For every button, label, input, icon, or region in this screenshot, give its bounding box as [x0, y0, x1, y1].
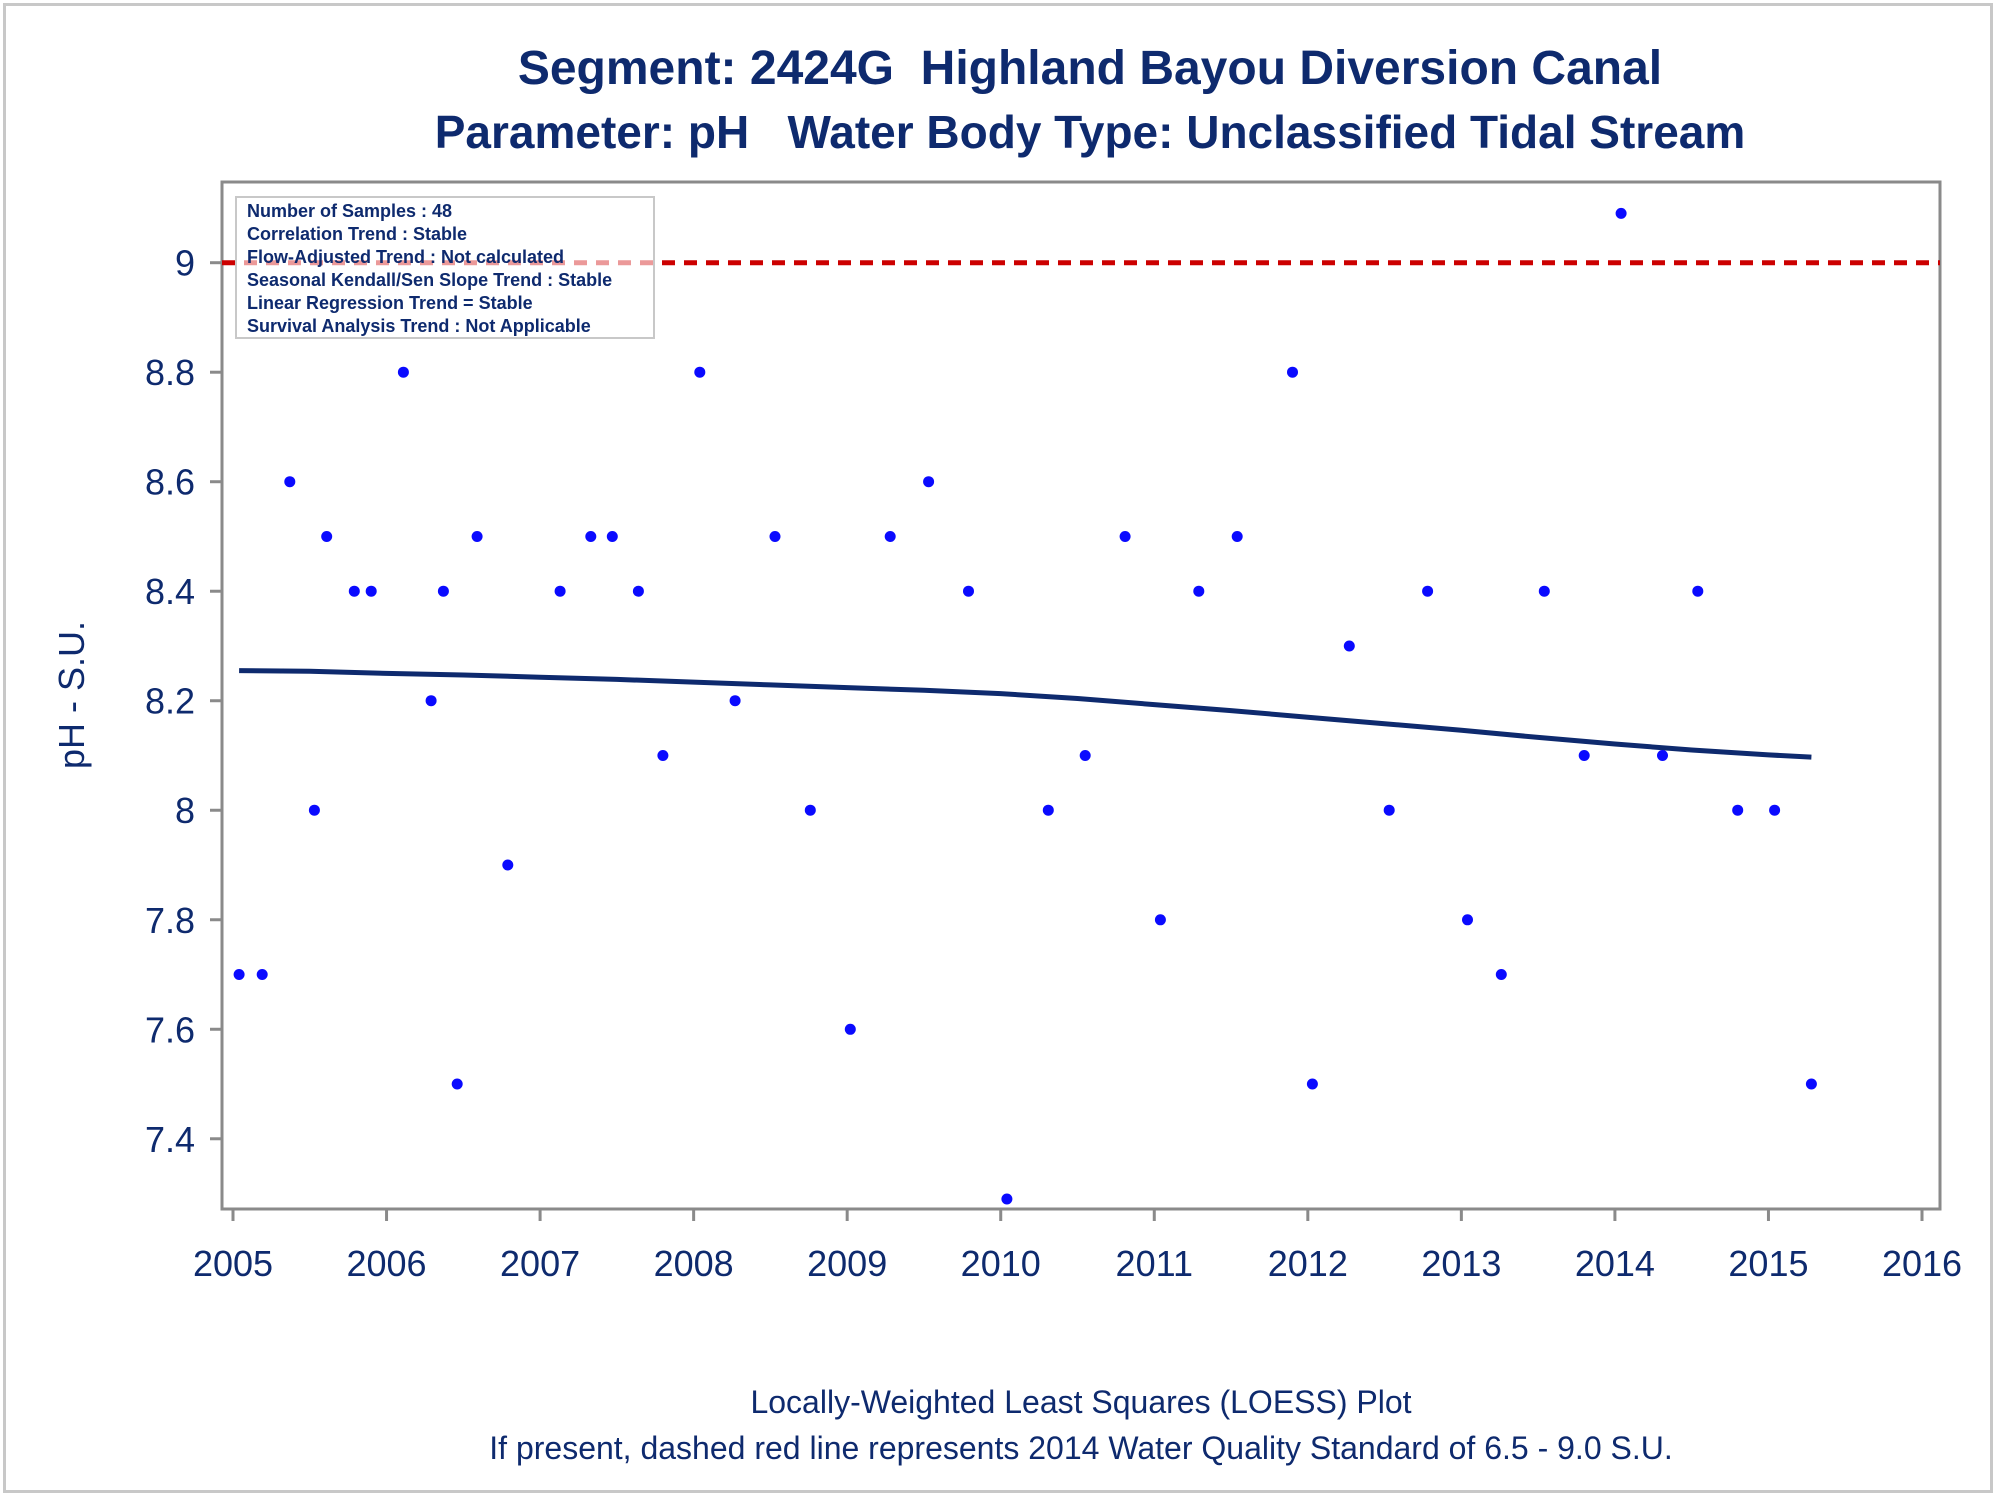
data-point [632, 585, 644, 597]
data-point [1538, 585, 1550, 597]
y-axis-label: pH - S.U. [51, 621, 92, 769]
data-point [1657, 750, 1668, 761]
data-point [1383, 804, 1395, 816]
data-point [729, 695, 741, 707]
data-point [844, 1023, 856, 1035]
x-tick-label: 2011 [1116, 1243, 1193, 1284]
data-point [585, 531, 597, 542]
x-tick-label: 2012 [1268, 1243, 1348, 1284]
info-samples: Number of Samples : 48 [247, 201, 452, 221]
data-point [256, 969, 268, 980]
y-tick-label: 7.4 [145, 1119, 195, 1160]
info-flow-adjusted-trend: Flow-Adjusted Trend : Not calculated [247, 247, 564, 267]
data-point [1692, 585, 1704, 597]
y-tick-label: 7.6 [145, 1009, 195, 1050]
x-tick-label: 2014 [1575, 1243, 1655, 1284]
x-tick-label: 2009 [807, 1243, 887, 1284]
y-tick-label: 8.2 [145, 681, 195, 722]
data-point [1462, 914, 1473, 926]
data-point [308, 804, 320, 816]
data-point [437, 585, 449, 597]
data-point [1732, 804, 1744, 816]
data-point [397, 366, 409, 378]
y-tick-label: 8.6 [145, 462, 195, 503]
data-point [1805, 1078, 1817, 1090]
x-tick-label: 2005 [193, 1243, 273, 1284]
data-point [1079, 750, 1091, 761]
info-linear-regression-trend: Linear Regression Trend = Stable [247, 293, 533, 313]
data-point [694, 366, 706, 378]
plot-area [220, 180, 1942, 1211]
data-point [769, 531, 781, 542]
x-tick-label: 2007 [500, 1243, 580, 1284]
footnote-standard: If present, dashed red line represents 2… [489, 1430, 1672, 1466]
info-survival-analysis-trend: Survival Analysis Trend : Not Applicable [247, 316, 591, 336]
y-tick-label: 9 [175, 243, 195, 284]
image-frame [3, 3, 1993, 1493]
x-tick-label: 2006 [346, 1243, 426, 1284]
chart-title: Segment: 2424G Highland Bayou Diversion … [518, 42, 1662, 95]
data-point [471, 531, 483, 542]
footnote-loess: Locally-Weighted Least Squares (LOESS) P… [750, 1384, 1411, 1420]
chart-subtitle: Parameter: pH Water Body Type: Unclassif… [435, 106, 1746, 158]
data-point [1495, 969, 1507, 980]
data-point [451, 1078, 463, 1090]
info-correlation-trend: Correlation Trend : Stable [247, 224, 467, 244]
y-tick-label: 8.8 [145, 352, 195, 393]
data-point [365, 585, 377, 597]
info-box: Number of Samples : 48 Correlation Trend… [235, 196, 655, 339]
data-point [554, 585, 566, 597]
data-point [321, 531, 333, 542]
data-point [284, 476, 296, 488]
data-point [502, 859, 514, 871]
data-point [1154, 914, 1166, 926]
data-point [1343, 640, 1355, 652]
y-tick-label: 8 [175, 790, 195, 831]
data-point [233, 969, 245, 980]
data-point [425, 695, 437, 707]
data-point [606, 531, 618, 542]
data-point [1042, 804, 1054, 816]
data-point [923, 476, 935, 488]
data-point [1287, 366, 1298, 378]
loess-line [239, 668, 1812, 760]
y-tick-label: 7.8 [145, 900, 195, 941]
data-point [1578, 750, 1590, 761]
data-point [884, 531, 896, 542]
data-point [1615, 207, 1627, 219]
data-point [1422, 585, 1434, 597]
data-point [1306, 1078, 1318, 1090]
data-point [348, 585, 360, 597]
x-tick-label: 2016 [1882, 1243, 1962, 1284]
data-point [657, 750, 669, 761]
info-seasonal-kendall-trend: Seasonal Kendall/Sen Slope Trend : Stabl… [247, 270, 612, 290]
x-tick-label: 2013 [1421, 1243, 1501, 1284]
data-point [1119, 531, 1131, 542]
x-tick-label: 2015 [1728, 1243, 1808, 1284]
data-point [804, 804, 816, 816]
data-point [1231, 531, 1243, 542]
y-tick-label: 8.4 [145, 571, 195, 612]
x-tick-label: 2010 [961, 1243, 1041, 1284]
data-point [1769, 804, 1781, 816]
x-tick-label: 2008 [654, 1243, 734, 1284]
data-point [1193, 585, 1205, 597]
data-point [1001, 1193, 1013, 1205]
info-box-frame [235, 196, 655, 339]
data-point [963, 585, 974, 597]
